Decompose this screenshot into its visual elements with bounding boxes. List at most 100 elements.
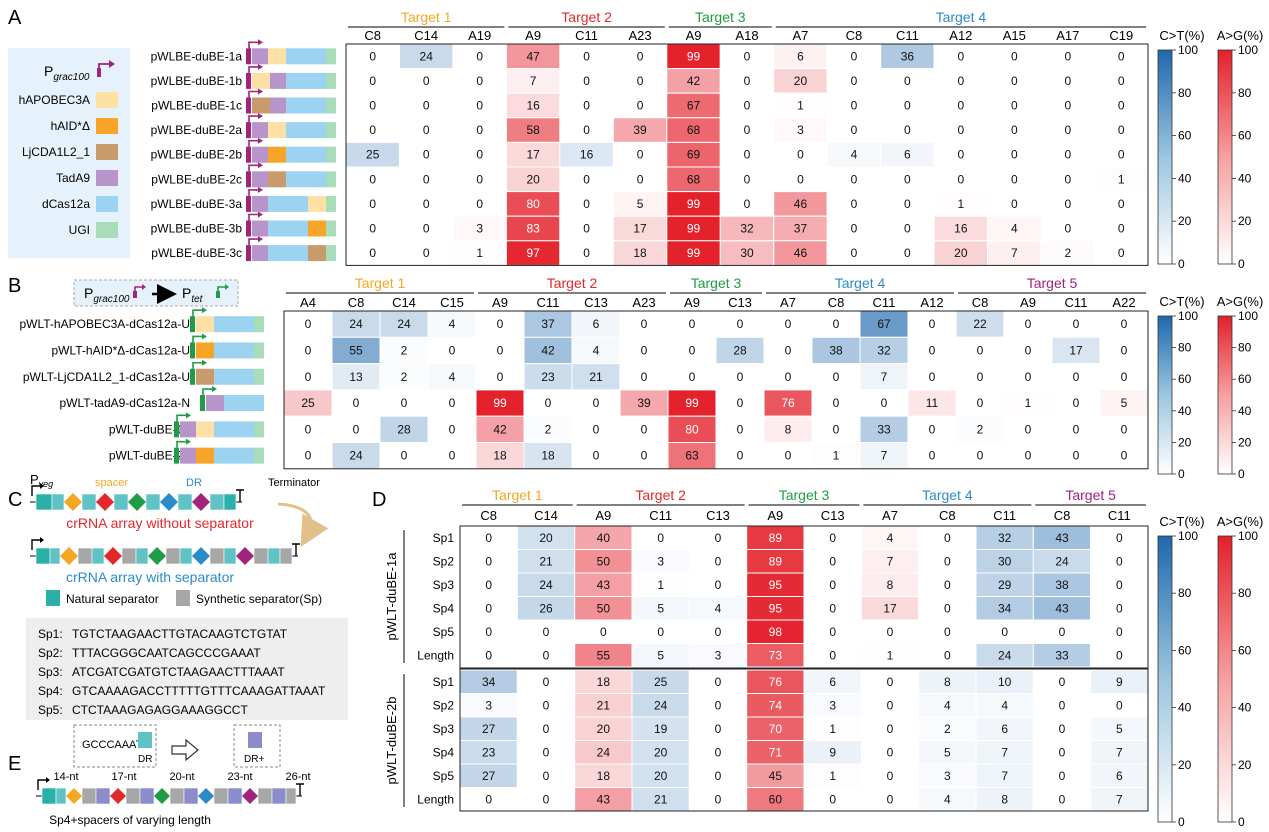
- cell-value: 6: [797, 49, 804, 63]
- cell-value: 2: [944, 722, 951, 736]
- colorbar-tick-label: 80: [1178, 341, 1192, 355]
- panel-letter-c: C: [8, 489, 22, 511]
- heatmap-cell: [1094, 166, 1149, 193]
- heatmap-cell: [379, 363, 429, 391]
- cell-value: 0: [904, 222, 911, 236]
- heatmap-cell: [1003, 310, 1053, 338]
- cell-value: 99: [493, 396, 507, 410]
- synthetic-separator-label: Synthetic separator(Sp): [196, 592, 322, 606]
- colorbar-tick-label: 100: [1238, 43, 1258, 57]
- heatmap-cell: [523, 336, 573, 365]
- cell-value: 9: [829, 745, 836, 759]
- cell-value: 0: [423, 197, 430, 211]
- legend-item-swatch: [96, 144, 118, 160]
- colorbar-tick-label: 20: [1238, 435, 1252, 449]
- cell-value: 0: [744, 123, 751, 137]
- cell-value: 6: [829, 675, 836, 689]
- cell-value: 20: [539, 531, 553, 545]
- cell-value: 3: [944, 769, 951, 783]
- cell-value: 0: [1059, 769, 1066, 783]
- heatmap-border: [283, 310, 1149, 470]
- heatmap-cell: [763, 310, 813, 338]
- column-label: A9: [767, 508, 783, 523]
- cell-value: 0: [1116, 554, 1123, 568]
- heatmap-cell: [955, 389, 1005, 417]
- column-label: C13: [706, 508, 730, 523]
- cell-value: 8: [785, 422, 792, 436]
- construct-label: pWLBE-duBE-3c: [151, 246, 242, 260]
- spacer-diamond-icon: [242, 788, 258, 804]
- cell-value: 0: [485, 648, 492, 662]
- heatmap-cell: [523, 415, 573, 444]
- spacer-row-label: Sp4: [433, 601, 455, 615]
- heatmap-cell: [715, 310, 765, 338]
- promoter-arrow-icon: [31, 485, 42, 496]
- cell-value: 0: [737, 449, 744, 463]
- promoter-arrow-icon: [190, 359, 207, 385]
- cell-value: 2: [1064, 246, 1071, 260]
- cell-value: 60: [769, 792, 783, 806]
- cell-value: 83: [526, 222, 540, 236]
- cell-value: 0: [1118, 246, 1125, 260]
- group-label: pWLT-duBE-1a: [384, 552, 399, 641]
- cell-value: 99: [687, 222, 701, 236]
- promoter-a-label: Pgrac100: [84, 285, 130, 305]
- cell-value: 20: [954, 246, 968, 260]
- array-block: [91, 547, 105, 565]
- cell-value: 0: [744, 49, 751, 63]
- array-block: [279, 547, 293, 565]
- cell-value: 43: [1055, 531, 1069, 545]
- heatmap-cell: [773, 68, 828, 94]
- heatmap-cell: [987, 92, 1042, 119]
- spacer-row-label: Length: [417, 648, 454, 662]
- cell-value: 0: [715, 722, 722, 736]
- cell-value: 0: [829, 648, 836, 662]
- column-label: C14: [414, 28, 438, 43]
- construct-segment: [308, 220, 326, 237]
- cell-value: 0: [944, 554, 951, 568]
- cell-value: 0: [1073, 449, 1080, 463]
- column-label: A7: [793, 28, 809, 43]
- cell-value: 0: [715, 554, 722, 568]
- heatmap-cell: [811, 389, 861, 417]
- cell-value: 6: [1001, 722, 1008, 736]
- cell-value: 0: [958, 99, 965, 113]
- construct-segment: [270, 72, 286, 89]
- heatmap-cell: [773, 92, 828, 119]
- heatmap-cell: [571, 336, 621, 365]
- heatmap-cell: [880, 191, 935, 217]
- cell-value: 4: [449, 370, 456, 384]
- promoter-arrow-icon: [246, 186, 263, 212]
- cell-value: 6: [1116, 769, 1123, 783]
- array-block: [55, 787, 67, 805]
- array-block: [121, 547, 137, 565]
- cell-value: 0: [785, 449, 792, 463]
- cell-value: 1: [829, 722, 836, 736]
- colorbar-tick-label: 40: [1178, 701, 1192, 715]
- heatmap-cell: [811, 442, 861, 470]
- cell-value: 29: [998, 578, 1012, 592]
- heatmap-cell: [1094, 240, 1149, 266]
- heatmap-cell: [559, 92, 614, 119]
- promoter-arrow-icon: [97, 60, 115, 77]
- construct-segment: [196, 316, 214, 333]
- cell-value: 0: [543, 769, 550, 783]
- heatmap-cell: [1099, 442, 1149, 470]
- array-block: [35, 547, 51, 565]
- cell-value: 0: [1025, 422, 1032, 436]
- column-label: A9: [1020, 295, 1036, 310]
- cell-value: 43: [597, 578, 611, 592]
- cell-value: 0: [737, 422, 744, 436]
- target-label: Target 5: [1065, 487, 1116, 503]
- construct-label: pWLBE-duBE-1c: [151, 99, 242, 113]
- heatmap-cell: [1094, 215, 1149, 242]
- group-label: pWLT-duBE-2b: [384, 697, 399, 785]
- cell-value: 5: [657, 601, 664, 615]
- cell-value: 0: [929, 343, 936, 357]
- cell-value: 0: [593, 422, 600, 436]
- cell-value: 2: [977, 422, 984, 436]
- heatmap-cell: [1099, 363, 1149, 391]
- cell-value: 0: [1064, 99, 1071, 113]
- heatmap-cell: [666, 141, 721, 168]
- cell-value: 0: [543, 675, 550, 689]
